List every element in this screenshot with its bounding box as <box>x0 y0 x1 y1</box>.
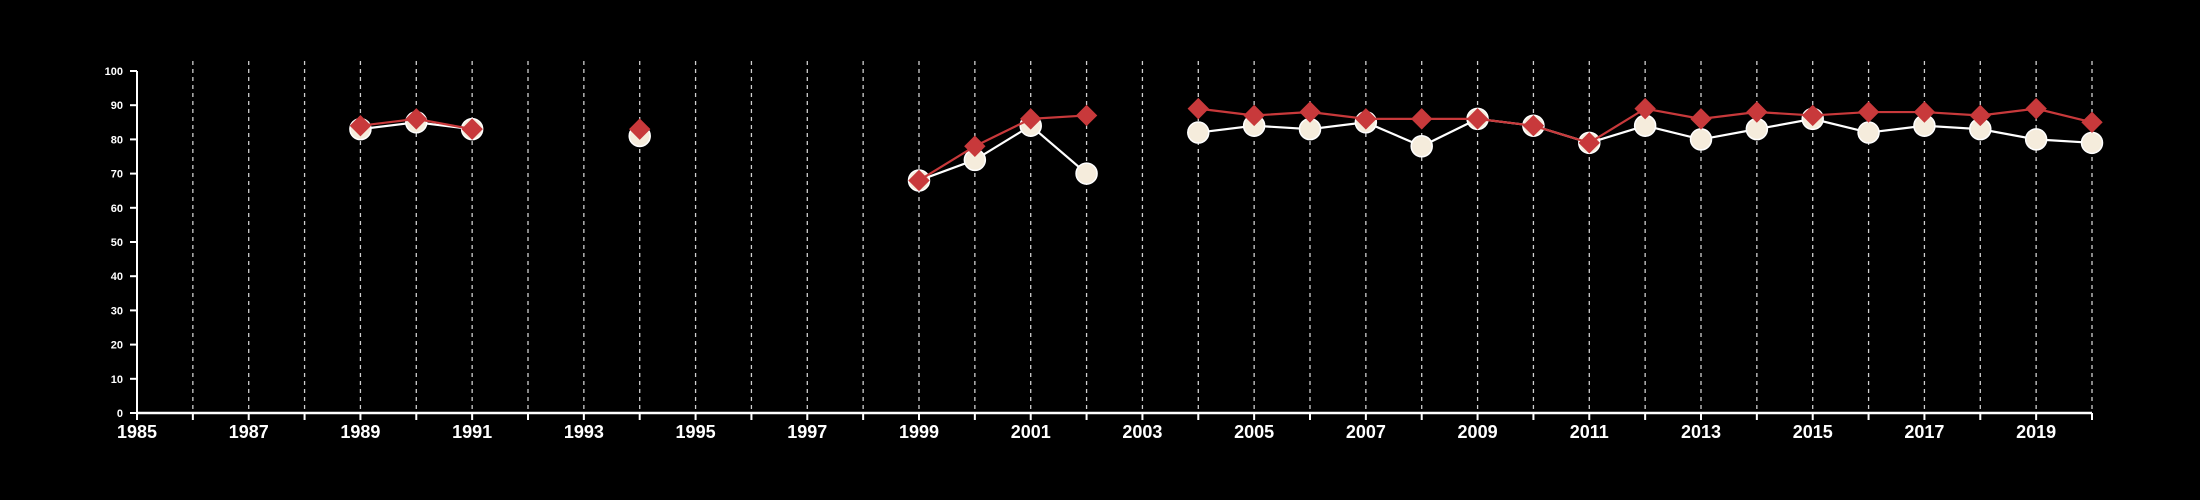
diamond-marker <box>629 118 651 140</box>
y-tick-label: 40 <box>111 271 123 283</box>
diamond-marker <box>349 115 372 137</box>
diamond-marker <box>1857 101 1880 123</box>
x-tick-label: 2007 <box>1346 422 1386 442</box>
circle-marker <box>1187 121 1210 144</box>
x-tick-label: 2019 <box>2016 422 2056 442</box>
y-tick-label: 50 <box>111 237 123 249</box>
circle-marker <box>2080 131 2104 155</box>
x-tick-label: 2005 <box>1234 422 1274 442</box>
diamond-marker <box>405 108 427 130</box>
diamond-marker <box>2081 111 2103 134</box>
x-tick-label: 2015 <box>1793 422 1833 442</box>
y-tick-label: 100 <box>105 66 123 78</box>
circle-marker <box>1689 128 1713 151</box>
y-tick-label: 20 <box>111 340 123 352</box>
circle-marker <box>1857 121 1880 144</box>
y-tick-label: 70 <box>111 169 123 181</box>
diamond-marker <box>1243 104 1265 127</box>
diamond-marker <box>1578 132 1600 154</box>
diamond-marker <box>1187 97 1209 120</box>
y-tick-label: 60 <box>111 203 123 215</box>
y-tick-label: 10 <box>111 374 123 386</box>
x-tick-label: 2003 <box>1122 422 1162 442</box>
diamond-marker <box>1466 108 1489 130</box>
diamond-marker <box>1969 104 1991 127</box>
diamond-marker <box>1075 104 1098 127</box>
diamond-marker <box>2025 97 2047 120</box>
diamond-marker <box>1020 108 1042 130</box>
x-tick-label: 2009 <box>1458 422 1498 442</box>
diamond-marker <box>1690 108 1712 130</box>
diamond-marker <box>1522 115 1545 137</box>
circle-marker <box>2024 128 2048 151</box>
diamond-marker <box>1913 101 1936 123</box>
x-tick-label: 1995 <box>676 422 716 442</box>
diamond-marker <box>908 169 930 192</box>
x-tick-label: 1985 <box>117 422 157 442</box>
series-layer <box>349 97 2104 192</box>
x-tick-label: 2011 <box>1570 422 1609 442</box>
diamond-marker <box>1411 108 1433 130</box>
x-tick-label: 1991 <box>452 422 492 442</box>
y-tick-label: 80 <box>111 134 123 146</box>
circle-marker <box>1075 162 1098 185</box>
series-line <box>918 124 1088 182</box>
diamond-marker <box>964 135 986 157</box>
x-tick-label: 2017 <box>1904 422 1944 442</box>
axes: 0 10 20 30 40 50 60 70 80 90 100 1985 1987 1989 1991 19… <box>105 66 2093 442</box>
diamond-marker <box>1746 101 1768 123</box>
x-tick-label: 1987 <box>229 422 269 442</box>
x-tick-label: 1999 <box>899 422 939 442</box>
x-tick-label: 1997 <box>787 422 827 442</box>
series-2 <box>349 97 2103 192</box>
diamond-marker <box>461 118 483 140</box>
y-tick-label: 90 <box>111 100 123 112</box>
x-tick-label: 1993 <box>564 422 604 442</box>
x-tick-label: 2001 <box>1011 422 1051 442</box>
series-1 <box>349 107 2104 192</box>
series-line <box>918 114 1087 182</box>
diamond-marker <box>1355 108 1377 130</box>
y-tick-label: 0 <box>117 408 123 420</box>
y-tick-label: 30 <box>111 305 123 317</box>
x-tick-label: 1989 <box>340 422 380 442</box>
circle-marker <box>1410 134 1433 158</box>
diamond-marker <box>1299 101 1321 123</box>
diamond-marker <box>1634 97 1656 120</box>
diamond-marker <box>1802 104 1824 127</box>
x-tick-label: 2013 <box>1681 422 1721 442</box>
